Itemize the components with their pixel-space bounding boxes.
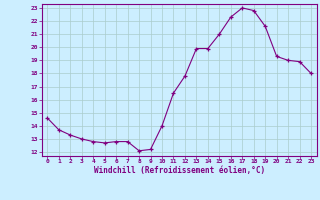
- X-axis label: Windchill (Refroidissement éolien,°C): Windchill (Refroidissement éolien,°C): [94, 166, 265, 175]
